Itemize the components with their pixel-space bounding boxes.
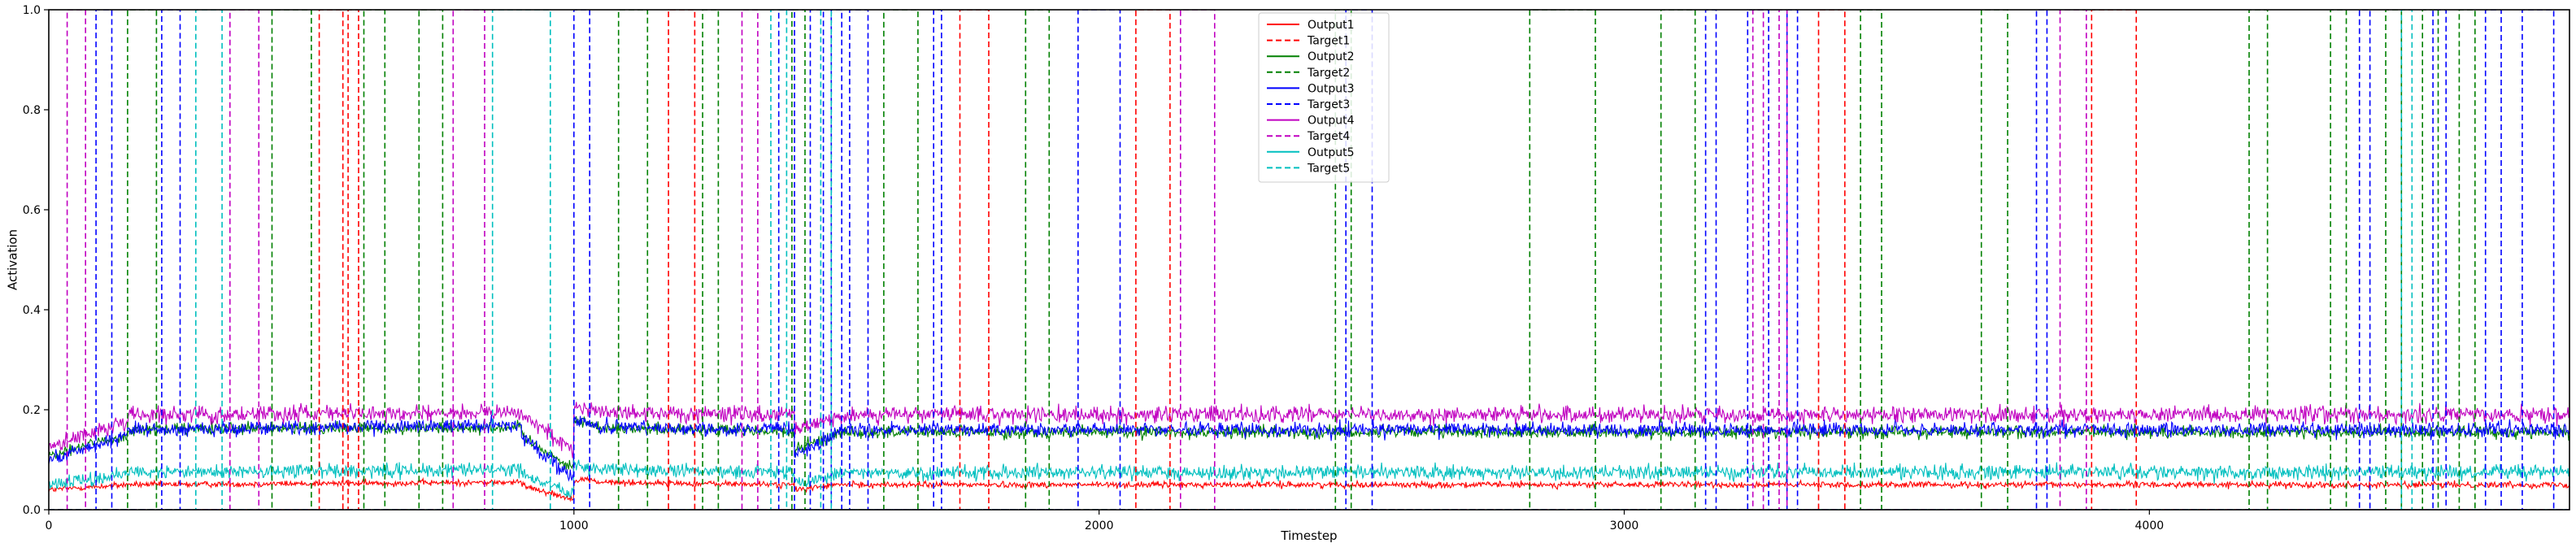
legend: Output1 Target1 Output2 Target2 Output3 Targe… bbox=[1258, 12, 1390, 183]
series-line-output3 bbox=[49, 414, 2569, 482]
x-tick-label: 1000 bbox=[559, 519, 589, 532]
series-line-output2 bbox=[49, 415, 2569, 471]
axes-frame bbox=[48, 9, 2570, 511]
y-tick-label: 0.2 bbox=[23, 404, 41, 417]
x-tick-label: 2000 bbox=[1085, 519, 1114, 532]
x-tick-label: 0 bbox=[46, 519, 53, 532]
legend-label-target1: Target1 bbox=[1307, 35, 1350, 48]
series-layer bbox=[49, 10, 2569, 510]
legend-label-target5: Target5 bbox=[1307, 162, 1350, 175]
y-tick-label: 1.0 bbox=[23, 4, 41, 17]
y-axis-label: Activation bbox=[6, 229, 20, 290]
x-tick-label: 4000 bbox=[2135, 519, 2165, 532]
x-axis-label: Timestep bbox=[1280, 528, 1337, 543]
legend-label-output4: Output4 bbox=[1308, 115, 1355, 128]
legend-label-output1: Output1 bbox=[1308, 19, 1355, 32]
series-line-target4 bbox=[49, 10, 2569, 510]
legend-label-output3: Output3 bbox=[1308, 82, 1355, 95]
y-tick-label: 0.4 bbox=[23, 304, 41, 317]
series-line-target5 bbox=[49, 10, 2569, 510]
series-line-output1 bbox=[49, 476, 2569, 502]
x-tick-label: 3000 bbox=[1610, 519, 1639, 532]
legend-label-target3: Target3 bbox=[1307, 98, 1350, 111]
y-tick-label: 0.8 bbox=[23, 104, 41, 117]
series-line-output4 bbox=[49, 402, 2569, 459]
legend-label-target4: Target4 bbox=[1307, 130, 1350, 143]
tick-layer: 0 1000 2000 3000 4000 0.0 0.2 0.4 0.6 0.8 1.0 bbox=[23, 4, 2164, 532]
legend-label-output5: Output5 bbox=[1308, 146, 1355, 159]
y-tick-label: 0.0 bbox=[23, 504, 41, 517]
legend-label-output2: Output2 bbox=[1308, 50, 1355, 63]
series-line-output5 bbox=[49, 459, 2569, 499]
legend-box bbox=[1258, 12, 1390, 183]
y-tick-label: 0.6 bbox=[23, 204, 41, 217]
legend-label-target2: Target2 bbox=[1307, 67, 1350, 80]
